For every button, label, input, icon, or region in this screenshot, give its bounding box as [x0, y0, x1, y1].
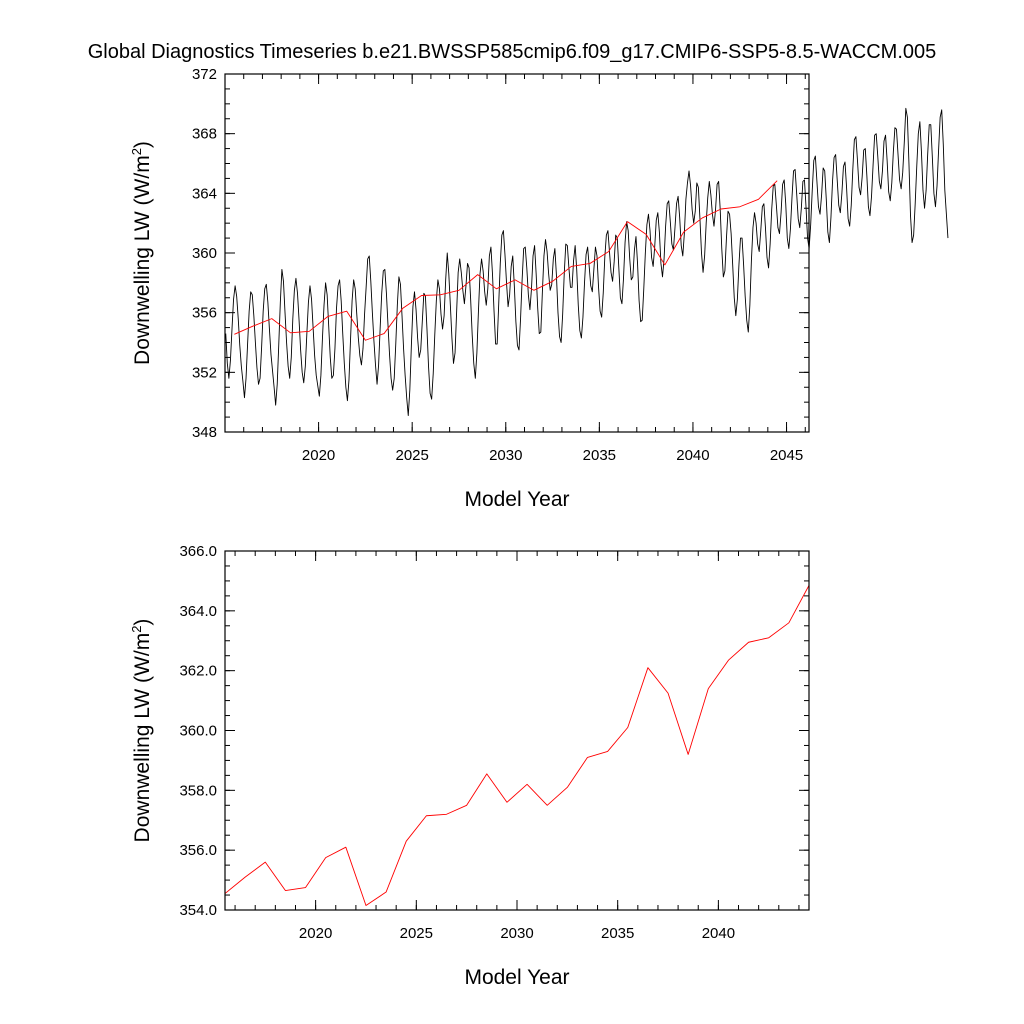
- x-axis-title: Model Year: [464, 966, 569, 989]
- y-axis-title: Downwelling LW (W/m2): [129, 619, 154, 843]
- y-axis-title-text: Downwelling LW (W/m: [131, 155, 154, 365]
- y-tick-label: 364: [192, 185, 217, 202]
- y-tick-label: 362.0: [179, 663, 217, 680]
- x-tick-label: 2025: [395, 447, 428, 464]
- x-tick-label: 2030: [489, 447, 522, 464]
- x-tick-label: 2040: [702, 925, 735, 942]
- plot-frame: [224, 550, 810, 911]
- y-axis-title-superscript: 2: [129, 148, 144, 155]
- x-tick-label: 2025: [400, 925, 433, 942]
- y-tick-label: 360.0: [179, 723, 217, 740]
- x-tick-label: 2045: [770, 447, 803, 464]
- y-tick-label: 364.0: [179, 603, 217, 620]
- x-axis-title: Model Year: [464, 488, 569, 511]
- chart-title: Global Diagnostics Timeseries b.e21.BWSS…: [88, 41, 937, 63]
- y-tick-label: 352: [192, 364, 217, 381]
- y-tick-label: 360: [192, 245, 217, 262]
- x-tick-label: 2035: [601, 925, 634, 942]
- annual-mean-series-line: [224, 585, 810, 906]
- y-tick-label: 368: [192, 126, 217, 143]
- y-axis-title-close: ): [131, 619, 154, 626]
- y-axis-title-superscript: 2: [129, 626, 144, 633]
- monthly-series-line: [225, 107, 949, 417]
- y-tick-label: 348: [192, 424, 217, 441]
- y-axis-title: Downwelling LW (W/m2): [129, 141, 154, 365]
- y-axis-title-close: ): [131, 141, 154, 148]
- top-panel: 2020 2025 2030 2035 2040 2045 348 352 356 360 364 3…: [129, 66, 949, 511]
- y-tick-label: 356: [192, 305, 217, 322]
- y-tick-label: 366.0: [179, 543, 217, 560]
- x-tick-label: 2035: [583, 447, 616, 464]
- y-tick-label: 372: [192, 66, 217, 83]
- x-tick-label: 2040: [676, 447, 709, 464]
- bottom-panel: 2020 2025 2030 2035 2040 354.0 356.0 358.0 360.0…: [129, 543, 810, 989]
- y-tick-label: 354.0: [179, 902, 217, 919]
- x-tick-label: 2030: [500, 925, 533, 942]
- x-tick-label: 2020: [299, 925, 332, 942]
- y-tick-label: 356.0: [179, 842, 217, 859]
- plot-frame: [224, 73, 810, 433]
- y-tick-label: 358.0: [179, 782, 217, 799]
- annual-mean-series-line: [234, 180, 778, 341]
- x-tick-label: 2020: [302, 447, 335, 464]
- y-axis-title-text: Downwelling LW (W/m: [131, 633, 154, 843]
